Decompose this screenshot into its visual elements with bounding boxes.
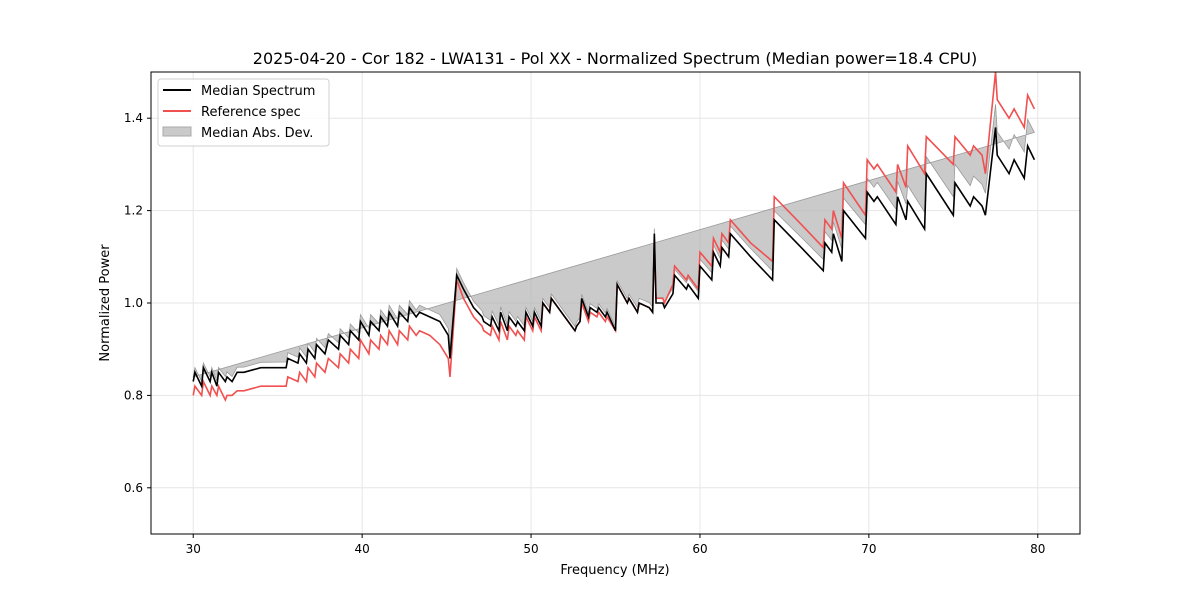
- y-axis-label: Normalized Power: [98, 244, 113, 362]
- y-tick-label: 0.6: [124, 481, 143, 495]
- legend-box: [157, 78, 330, 147]
- y-tick-label: 0.8: [124, 388, 143, 402]
- y-tick-label: 1.4: [124, 111, 143, 125]
- legend-label-median: Median Spectrum: [201, 84, 315, 99]
- chart-title: 2025-04-20 - Cor 182 - LWA131 - Pol XX -…: [253, 49, 977, 68]
- legend: Median Spectrum Reference spec Median Ab…: [157, 78, 330, 147]
- x-axis-label: Frequency (MHz): [560, 563, 669, 578]
- x-tick-label: 40: [354, 542, 369, 556]
- y-tick-label: 1.0: [124, 296, 143, 310]
- x-tick-label: 60: [692, 542, 707, 556]
- legend-label-reference: Reference spec: [201, 105, 301, 120]
- y-axis: 0.6 0.8 1.0 1.2 1.4: [124, 111, 151, 495]
- x-axis: 30 40 50 60 70 80: [186, 534, 1045, 556]
- plot-area: [192, 72, 1036, 403]
- x-tick-label: 80: [1030, 542, 1045, 556]
- y-tick-label: 1.2: [124, 204, 143, 218]
- legend-label-mad: Median Abs. Dev.: [201, 126, 313, 141]
- median-spectrum-line: [192, 127, 1036, 390]
- x-tick-label: 50: [523, 542, 538, 556]
- x-tick-label: 70: [861, 542, 876, 556]
- legend-swatch-mad: [162, 126, 192, 137]
- x-tick-label: 30: [186, 542, 201, 556]
